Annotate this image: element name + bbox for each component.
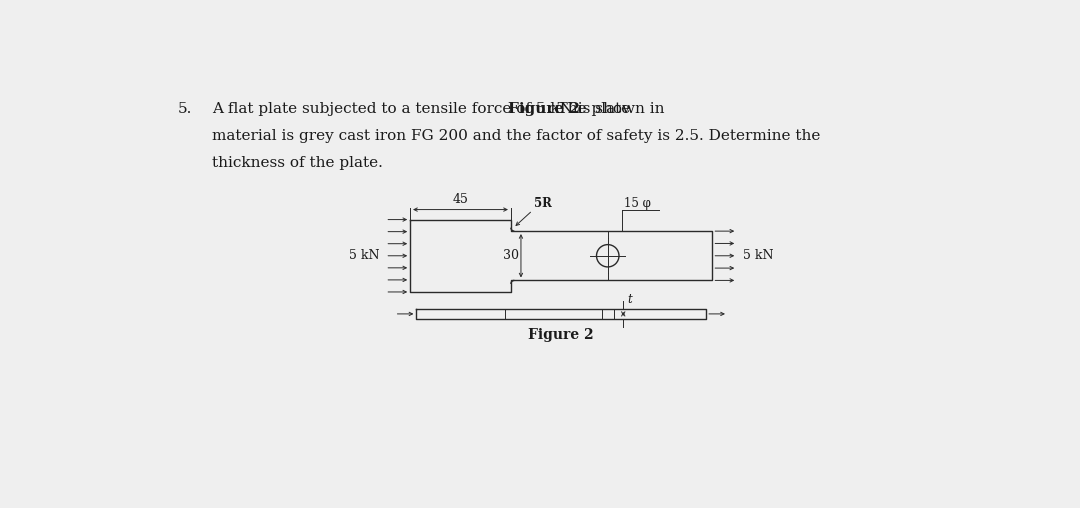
Text: material is grey cast iron FG 200 and the factor of safety is 2.5. Determine the: material is grey cast iron FG 200 and th… (213, 129, 821, 143)
Text: t: t (627, 293, 632, 306)
Text: 30: 30 (502, 249, 518, 262)
Text: Figure 2: Figure 2 (528, 328, 594, 342)
Text: . The plate: . The plate (548, 102, 631, 116)
Text: 45: 45 (453, 194, 469, 206)
Text: 5R: 5R (535, 197, 552, 210)
Text: A flat plate subjected to a tensile force of 5 kN is shown in: A flat plate subjected to a tensile forc… (213, 102, 670, 116)
Text: 5 kN: 5 kN (349, 249, 379, 262)
Text: 5.: 5. (177, 102, 192, 116)
Text: Figure 2: Figure 2 (508, 102, 580, 116)
Text: 5 kN: 5 kN (743, 249, 774, 262)
Text: 15 φ: 15 φ (624, 197, 651, 210)
Text: thickness of the plate.: thickness of the plate. (213, 155, 383, 170)
